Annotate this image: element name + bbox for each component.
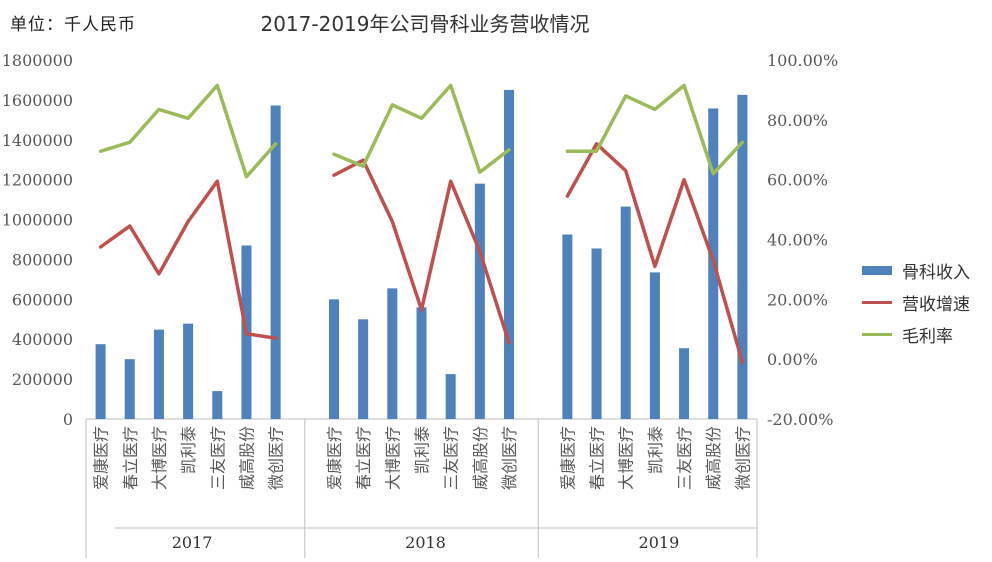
- x-tick-label: 大博医疗: [150, 426, 169, 490]
- x-tick-label: 微创医疗: [267, 426, 286, 490]
- x-tick-label: 凯利泰: [413, 426, 432, 474]
- bar: [445, 374, 456, 419]
- x-tick-label: 大博医疗: [617, 426, 636, 490]
- y-right-tick-label: 100.00%: [767, 51, 838, 70]
- legend-swatch-line: [862, 300, 892, 304]
- bar: [416, 307, 427, 419]
- x-tick-label: 威高股份: [237, 426, 256, 490]
- x-tick-label: 爱康医疗: [325, 426, 344, 490]
- y-left-tick-label: 1600000: [2, 91, 73, 110]
- bar: [679, 348, 690, 419]
- group-label: 2017: [172, 533, 213, 552]
- bar: [358, 319, 369, 419]
- x-tick-label: 爱康医疗: [92, 426, 111, 490]
- x-tick-label: 凯利泰: [179, 426, 198, 474]
- unit-label: 单位：千人民币: [10, 15, 136, 35]
- x-tick-label: 三友医疗: [442, 426, 461, 490]
- chart-title: 2017-2019年公司骨科业务营收情况: [260, 12, 590, 36]
- legend-label: 营收增速: [902, 294, 970, 315]
- legend-label: 毛利率: [902, 326, 953, 347]
- legend-item-revenue: 骨科收入: [862, 254, 970, 286]
- y-left-tick-label: 200000: [12, 370, 73, 389]
- y-left-tick-label: 600000: [12, 290, 73, 309]
- y-left-tick-label: 800000: [12, 250, 73, 269]
- bar: [620, 206, 631, 419]
- y-right-tick-label: 40.00%: [767, 231, 828, 250]
- bar: [270, 105, 281, 420]
- bar: [737, 94, 748, 420]
- group-label: 2019: [639, 533, 680, 552]
- x-tick-label: 春立医疗: [354, 426, 373, 490]
- margin-line: [565, 83, 745, 176]
- bar: [183, 323, 194, 419]
- y-left-tick-label: 1200000: [2, 171, 73, 190]
- margin-line: [98, 83, 278, 179]
- x-tick-label: 微创医疗: [500, 426, 519, 490]
- bar: [124, 359, 135, 419]
- bar: [212, 391, 223, 419]
- x-tick-label: 春立医疗: [121, 426, 140, 490]
- bar: [562, 234, 573, 419]
- x-tick-label: 春立医疗: [588, 426, 607, 490]
- y-left-tick-label: 1800000: [2, 51, 73, 70]
- bar: [387, 288, 398, 419]
- bar: [153, 329, 164, 419]
- y-right-tick-label: -20.00%: [767, 410, 833, 429]
- growth-line: [332, 158, 511, 345]
- x-tick-label: 爱康医疗: [558, 426, 577, 490]
- bar: [328, 299, 339, 419]
- bar: [95, 344, 106, 419]
- y-left-tick-label: 1400000: [2, 131, 73, 150]
- legend-label: 骨科收入: [902, 262, 970, 283]
- y-right-tick-label: 60.00%: [767, 171, 828, 190]
- x-tick-label: 三友医疗: [675, 426, 694, 490]
- x-tick-label: 大博医疗: [383, 426, 402, 490]
- y-right-tick-label: 0.00%: [767, 350, 818, 369]
- legend-swatch-line: [862, 332, 892, 336]
- y-right-tick-label: 20.00%: [767, 290, 828, 309]
- group-label: 2018: [405, 533, 446, 552]
- growth-line: [565, 142, 745, 364]
- y-left-tick-label: 400000: [12, 330, 73, 349]
- x-tick-label: 微创医疗: [733, 426, 752, 490]
- bar: [474, 183, 485, 419]
- y-left-tick-label: 0: [63, 410, 73, 429]
- legend-item-margin: 毛利率: [862, 318, 970, 350]
- x-tick-label: 威高股份: [471, 426, 490, 490]
- x-tick-label: 凯利泰: [646, 426, 665, 474]
- bar: [591, 248, 602, 419]
- x-tick-label: 三友医疗: [208, 426, 227, 490]
- bar: [649, 272, 660, 419]
- bar: [504, 89, 515, 420]
- growth-line: [98, 179, 278, 340]
- y-right-tick-label: 80.00%: [767, 111, 828, 130]
- legend: 骨科收入 营收增速 毛利率: [862, 254, 970, 350]
- y-left-tick-label: 1000000: [2, 211, 73, 230]
- margin-line: [332, 83, 511, 174]
- legend-swatch-bar: [862, 265, 892, 275]
- legend-item-growth: 营收增速: [862, 286, 970, 318]
- x-tick-label: 威高股份: [704, 426, 723, 490]
